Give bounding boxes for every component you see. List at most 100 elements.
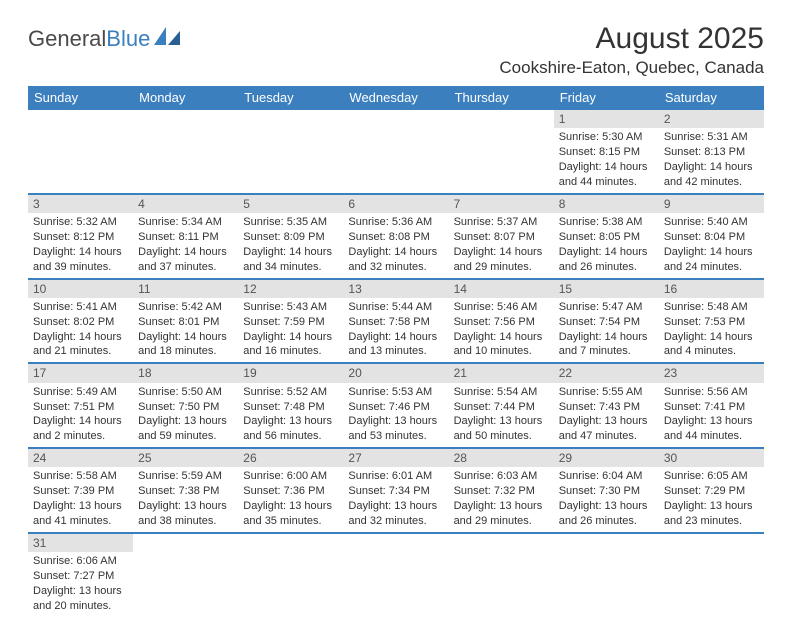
day-sunrise: Sunrise: 5:35 AM	[243, 215, 338, 230]
day-data: Sunrise: 5:48 AMSunset: 7:53 PMDaylight:…	[659, 298, 764, 362]
day-day2: and 21 minutes.	[33, 344, 128, 359]
day-day1: Daylight: 14 hours	[33, 330, 128, 345]
day-sunset: Sunset: 7:48 PM	[243, 400, 338, 415]
day-data: Sunrise: 5:36 AMSunset: 8:08 PMDaylight:…	[343, 213, 448, 277]
day-sunrise: Sunrise: 5:52 AM	[243, 385, 338, 400]
day-sunset: Sunset: 7:41 PM	[664, 400, 759, 415]
calendar-cell: 3Sunrise: 5:32 AMSunset: 8:12 PMDaylight…	[28, 194, 133, 279]
col-wednesday: Wednesday	[343, 86, 448, 110]
calendar-cell: 5Sunrise: 5:35 AMSunset: 8:09 PMDaylight…	[238, 194, 343, 279]
day-day1: Daylight: 13 hours	[138, 499, 233, 514]
col-saturday: Saturday	[659, 86, 764, 110]
day-data: Sunrise: 5:54 AMSunset: 7:44 PMDaylight:…	[449, 383, 554, 447]
calendar-cell: 25Sunrise: 5:59 AMSunset: 7:38 PMDayligh…	[133, 448, 238, 533]
day-sunset: Sunset: 7:59 PM	[243, 315, 338, 330]
day-number: 15	[554, 280, 659, 298]
day-data: Sunrise: 5:59 AMSunset: 7:38 PMDaylight:…	[133, 467, 238, 531]
calendar-cell: 12Sunrise: 5:43 AMSunset: 7:59 PMDayligh…	[238, 279, 343, 364]
day-number: 19	[238, 364, 343, 382]
day-sunrise: Sunrise: 5:42 AM	[138, 300, 233, 315]
day-number: 13	[343, 280, 448, 298]
day-data: Sunrise: 6:01 AMSunset: 7:34 PMDaylight:…	[343, 467, 448, 531]
day-number: 3	[28, 195, 133, 213]
day-sunrise: Sunrise: 6:00 AM	[243, 469, 338, 484]
calendar-cell: 15Sunrise: 5:47 AMSunset: 7:54 PMDayligh…	[554, 279, 659, 364]
day-day2: and 39 minutes.	[33, 260, 128, 275]
calendar-cell: 22Sunrise: 5:55 AMSunset: 7:43 PMDayligh…	[554, 363, 659, 448]
day-data: Sunrise: 5:49 AMSunset: 7:51 PMDaylight:…	[28, 383, 133, 447]
day-sunset: Sunset: 7:53 PM	[664, 315, 759, 330]
day-day2: and 13 minutes.	[348, 344, 443, 359]
calendar-row: 10Sunrise: 5:41 AMSunset: 8:02 PMDayligh…	[28, 279, 764, 364]
calendar-cell: 4Sunrise: 5:34 AMSunset: 8:11 PMDaylight…	[133, 194, 238, 279]
day-day2: and 16 minutes.	[243, 344, 338, 359]
day-sunset: Sunset: 8:01 PM	[138, 315, 233, 330]
day-day2: and 44 minutes.	[664, 429, 759, 444]
day-day1: Daylight: 13 hours	[348, 414, 443, 429]
header: GeneralBlue August 2025 Cookshire-Eaton,…	[28, 22, 764, 78]
day-day1: Daylight: 14 hours	[454, 330, 549, 345]
col-sunday: Sunday	[28, 86, 133, 110]
day-day1: Daylight: 14 hours	[559, 160, 654, 175]
day-sunset: Sunset: 7:38 PM	[138, 484, 233, 499]
calendar-cell: 2Sunrise: 5:31 AMSunset: 8:13 PMDaylight…	[659, 110, 764, 194]
location: Cookshire-Eaton, Quebec, Canada	[499, 58, 764, 78]
calendar-cell	[28, 110, 133, 194]
day-number: 17	[28, 364, 133, 382]
calendar-row: 17Sunrise: 5:49 AMSunset: 7:51 PMDayligh…	[28, 363, 764, 448]
day-day2: and 59 minutes.	[138, 429, 233, 444]
day-day2: and 10 minutes.	[454, 344, 549, 359]
calendar-cell: 1Sunrise: 5:30 AMSunset: 8:15 PMDaylight…	[554, 110, 659, 194]
day-sunset: Sunset: 7:39 PM	[33, 484, 128, 499]
day-sunset: Sunset: 7:56 PM	[454, 315, 549, 330]
day-data: Sunrise: 5:38 AMSunset: 8:05 PMDaylight:…	[554, 213, 659, 277]
day-sunset: Sunset: 7:58 PM	[348, 315, 443, 330]
day-day2: and 44 minutes.	[559, 175, 654, 190]
day-day1: Daylight: 13 hours	[348, 499, 443, 514]
calendar-cell	[238, 110, 343, 194]
day-day1: Daylight: 14 hours	[138, 245, 233, 260]
calendar-cell: 6Sunrise: 5:36 AMSunset: 8:08 PMDaylight…	[343, 194, 448, 279]
day-day2: and 20 minutes.	[33, 599, 128, 614]
calendar-row: 24Sunrise: 5:58 AMSunset: 7:39 PMDayligh…	[28, 448, 764, 533]
day-day1: Daylight: 14 hours	[138, 330, 233, 345]
calendar-cell: 19Sunrise: 5:52 AMSunset: 7:48 PMDayligh…	[238, 363, 343, 448]
day-sunrise: Sunrise: 5:34 AM	[138, 215, 233, 230]
day-number: 24	[28, 449, 133, 467]
day-sunset: Sunset: 8:02 PM	[33, 315, 128, 330]
day-data: Sunrise: 5:58 AMSunset: 7:39 PMDaylight:…	[28, 467, 133, 531]
day-day2: and 32 minutes.	[348, 514, 443, 529]
col-monday: Monday	[133, 86, 238, 110]
calendar-cell: 8Sunrise: 5:38 AMSunset: 8:05 PMDaylight…	[554, 194, 659, 279]
day-number: 1	[554, 110, 659, 128]
day-day2: and 26 minutes.	[559, 260, 654, 275]
logo-sail-icon	[154, 27, 180, 45]
day-day1: Daylight: 13 hours	[454, 499, 549, 514]
calendar-cell	[343, 110, 448, 194]
day-day2: and 56 minutes.	[243, 429, 338, 444]
day-data: Sunrise: 6:05 AMSunset: 7:29 PMDaylight:…	[659, 467, 764, 531]
calendar-cell: 11 Sunrise: 5:42 AMSunset: 8:01 PMDayligh…	[133, 279, 238, 364]
day-number: 4	[133, 195, 238, 213]
day-number: 11	[133, 280, 238, 298]
day-day2: and 24 minutes.	[664, 260, 759, 275]
page: GeneralBlue August 2025 Cookshire-Eaton,…	[0, 0, 792, 617]
day-sunrise: Sunrise: 5:37 AM	[454, 215, 549, 230]
day-day1: Daylight: 14 hours	[559, 245, 654, 260]
day-number: 31	[28, 534, 133, 552]
day-sunset: Sunset: 8:05 PM	[559, 230, 654, 245]
day-day2: and 2 minutes.	[33, 429, 128, 444]
logo: GeneralBlue	[28, 22, 180, 52]
day-number: 7	[449, 195, 554, 213]
day-data: Sunrise: 5:32 AMSunset: 8:12 PMDaylight:…	[28, 213, 133, 277]
day-number: 10	[28, 280, 133, 298]
day-day1: Daylight: 14 hours	[454, 245, 549, 260]
day-sunset: Sunset: 7:50 PM	[138, 400, 233, 415]
day-sunset: Sunset: 8:12 PM	[33, 230, 128, 245]
day-number: 20	[343, 364, 448, 382]
logo-text-2: Blue	[106, 26, 150, 52]
calendar-cell: 29Sunrise: 6:04 AMSunset: 7:30 PMDayligh…	[554, 448, 659, 533]
day-number: 28	[449, 449, 554, 467]
calendar-cell: 17Sunrise: 5:49 AMSunset: 7:51 PMDayligh…	[28, 363, 133, 448]
day-data: Sunrise: 5:56 AMSunset: 7:41 PMDaylight:…	[659, 383, 764, 447]
